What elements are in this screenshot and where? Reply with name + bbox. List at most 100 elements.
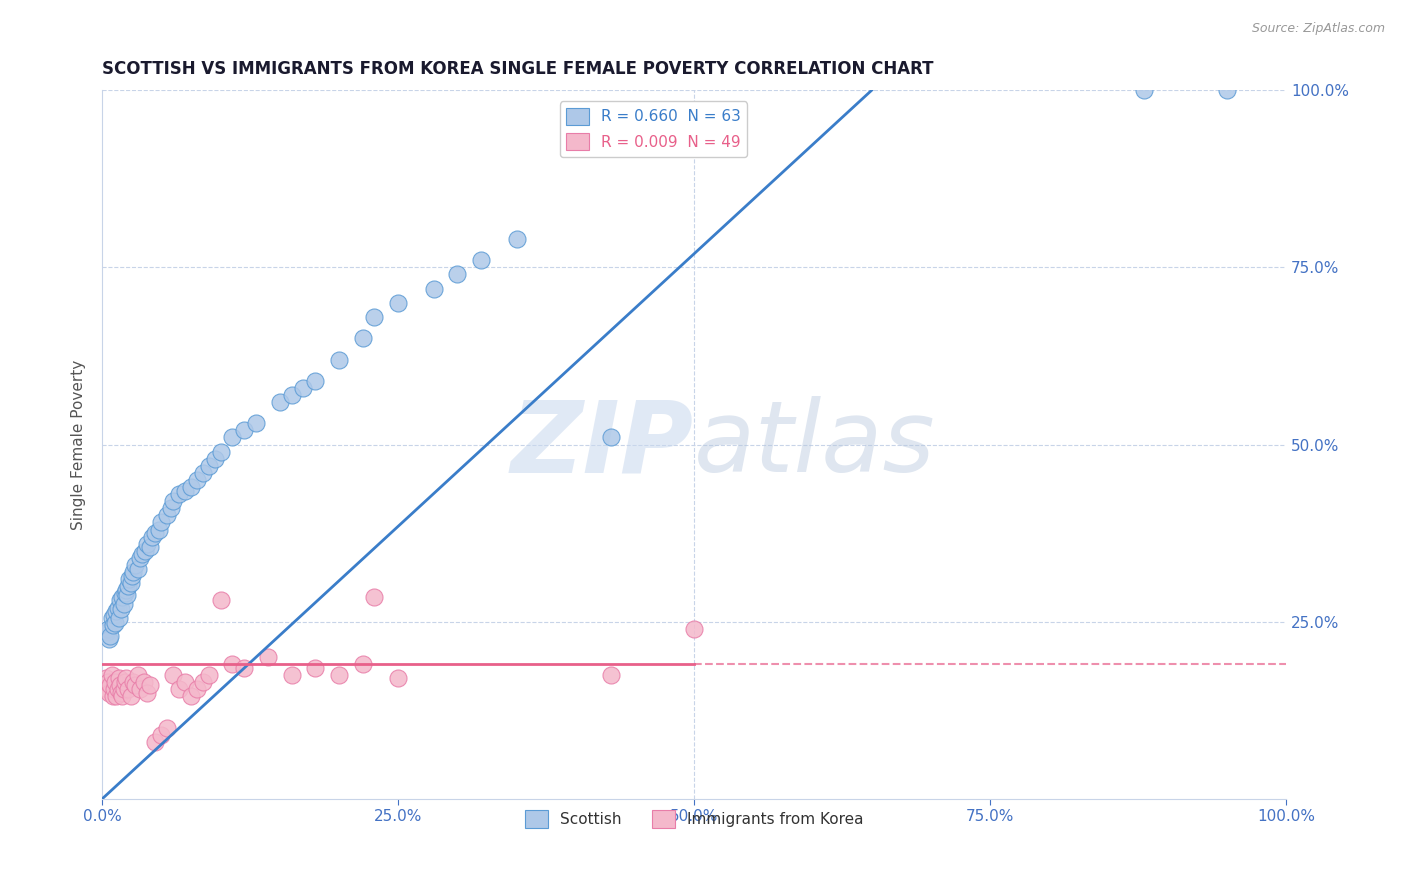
Point <box>186 473 208 487</box>
Point <box>101 618 124 632</box>
Point <box>100 629 122 643</box>
Point <box>150 728 173 742</box>
Point <box>352 331 374 345</box>
Point <box>197 668 219 682</box>
Point <box>103 607 125 622</box>
Point <box>114 586 136 600</box>
Point <box>156 508 179 523</box>
Point <box>600 668 623 682</box>
Point <box>162 494 184 508</box>
Point <box>104 616 127 631</box>
Point <box>180 689 202 703</box>
Point <box>204 451 226 466</box>
Point <box>103 681 125 696</box>
Point <box>112 681 135 696</box>
Point <box>120 575 142 590</box>
Text: atlas: atlas <box>695 396 936 493</box>
Point <box>167 681 190 696</box>
Point <box>101 689 124 703</box>
Point <box>122 674 145 689</box>
Point <box>105 689 128 703</box>
Point <box>117 579 139 593</box>
Point <box>209 444 232 458</box>
Point <box>132 674 155 689</box>
Point <box>111 689 134 703</box>
Point <box>422 282 444 296</box>
Point <box>131 547 153 561</box>
Point <box>107 672 129 686</box>
Point <box>162 668 184 682</box>
Point <box>145 526 167 541</box>
Point <box>115 588 138 602</box>
Point <box>174 483 197 498</box>
Y-axis label: Single Female Poverty: Single Female Poverty <box>72 359 86 530</box>
Point <box>280 668 302 682</box>
Point <box>470 253 492 268</box>
Point <box>150 516 173 530</box>
Point <box>221 430 243 444</box>
Point <box>107 681 129 696</box>
Point <box>127 561 149 575</box>
Point <box>505 232 527 246</box>
Point <box>115 672 138 686</box>
Point <box>120 689 142 703</box>
Point <box>174 674 197 689</box>
Point <box>107 611 129 625</box>
Point <box>104 674 127 689</box>
Point <box>292 381 315 395</box>
Point <box>191 466 214 480</box>
Point <box>110 685 132 699</box>
Point <box>111 590 134 604</box>
Point <box>110 602 132 616</box>
Point <box>100 611 122 625</box>
Point <box>129 550 152 565</box>
Point <box>387 296 409 310</box>
Point <box>446 268 468 282</box>
Point <box>134 544 156 558</box>
Point <box>122 565 145 579</box>
Point <box>96 625 118 640</box>
Point <box>304 374 326 388</box>
Point <box>209 593 232 607</box>
Point <box>167 487 190 501</box>
Point <box>136 685 159 699</box>
Point <box>114 674 136 689</box>
Point <box>600 430 623 444</box>
Point <box>107 600 129 615</box>
Point <box>180 480 202 494</box>
Point <box>124 558 146 572</box>
Point <box>304 661 326 675</box>
Point <box>269 395 291 409</box>
Point <box>94 672 117 686</box>
Point <box>328 668 350 682</box>
Point <box>352 657 374 672</box>
Point <box>112 597 135 611</box>
Point <box>280 388 302 402</box>
Point <box>148 523 170 537</box>
Legend: Scottish, Immigrants from Korea: Scottish, Immigrants from Korea <box>519 804 870 834</box>
Point <box>1216 83 1239 97</box>
Point <box>97 622 120 636</box>
Point <box>191 674 214 689</box>
Point <box>138 678 160 692</box>
Point <box>145 735 167 749</box>
Point <box>233 661 256 675</box>
Point <box>98 685 121 699</box>
Point <box>108 678 131 692</box>
Point <box>124 678 146 692</box>
Point <box>118 572 141 586</box>
Point <box>100 678 122 692</box>
Point <box>100 668 122 682</box>
Point <box>98 632 121 647</box>
Point <box>328 352 350 367</box>
Point <box>245 417 267 431</box>
Point <box>141 530 163 544</box>
Point <box>156 721 179 735</box>
Point <box>96 681 118 696</box>
Point <box>105 604 128 618</box>
Point <box>127 668 149 682</box>
Point <box>221 657 243 672</box>
Text: SCOTTISH VS IMMIGRANTS FROM KOREA SINGLE FEMALE POVERTY CORRELATION CHART: SCOTTISH VS IMMIGRANTS FROM KOREA SINGLE… <box>103 60 934 78</box>
Point <box>197 458 219 473</box>
Point <box>121 568 143 582</box>
